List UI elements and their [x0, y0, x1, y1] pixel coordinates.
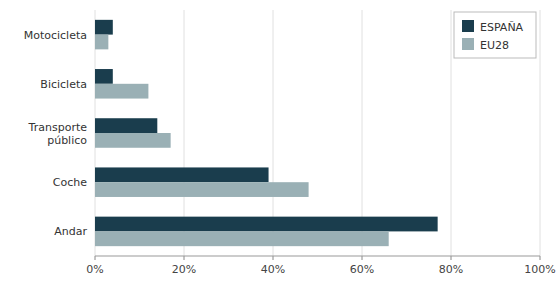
legend-frame: [454, 12, 536, 58]
tick-mark: [451, 256, 452, 260]
bars: [95, 20, 438, 246]
bar: [95, 231, 389, 246]
tick-mark: [95, 256, 96, 260]
tick-label: 60%: [350, 263, 374, 276]
bar: [95, 217, 438, 232]
category-label: Motocicleta: [24, 29, 87, 42]
bar: [95, 118, 157, 133]
y-axis: Andar Coche Transportepúblico Bicicleta Moto…: [24, 29, 88, 239]
category-label: Bicicleta: [40, 78, 87, 91]
bar: [95, 182, 309, 197]
tick-label: 20%: [172, 263, 196, 276]
x-axis: 0% 20% 40% 60% 80% 100%: [86, 256, 555, 276]
category-label: Transportepúblico: [28, 121, 88, 147]
chart-container: 0% 20% 40% 60% 80% 100% Andar Coche Transportepú…: [0, 0, 556, 286]
grid-line: [540, 10, 541, 256]
bar: [95, 20, 113, 35]
axis-line: [95, 256, 540, 257]
tick-mark: [184, 256, 185, 260]
chart: 0% 20% 40% 60% 80% 100% Andar Coche Transportepú…: [0, 0, 556, 286]
legend: ESPAÑA EU28: [454, 12, 536, 58]
bar: [95, 84, 148, 99]
legend-label: EU28: [480, 39, 509, 52]
legend-swatch: [462, 38, 474, 50]
tick-label: 40%: [261, 263, 285, 276]
bar: [95, 133, 171, 148]
category-label: Andar: [54, 225, 87, 238]
grid: [95, 10, 540, 256]
legend-label: ESPAÑA: [480, 21, 524, 34]
grid-line: [451, 10, 452, 256]
tick-label: 100%: [524, 263, 555, 276]
category-label: Coche: [53, 176, 87, 189]
tick-mark: [273, 256, 274, 260]
bar: [95, 69, 113, 84]
tick-label: 0%: [86, 263, 103, 276]
tick-mark: [362, 256, 363, 260]
legend-swatch: [462, 20, 474, 32]
bar: [95, 35, 108, 50]
bar: [95, 167, 269, 182]
tick-label: 80%: [439, 263, 463, 276]
tick-mark: [540, 256, 541, 260]
